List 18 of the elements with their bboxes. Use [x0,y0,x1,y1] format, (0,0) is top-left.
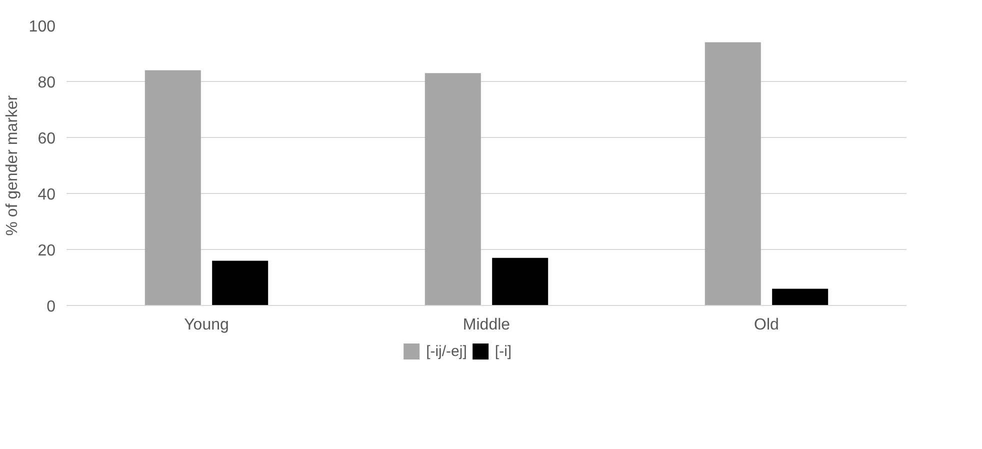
y-axis-title: % of gender marker [4,94,21,236]
y-tick-label: 60 [38,130,56,148]
y-tick-label: 80 [38,74,56,92]
y-tick-label: 0 [46,298,56,316]
legend-label: [-ij/-ej] [426,342,467,360]
bar [144,70,201,306]
bar [212,260,268,306]
x-tick-label: Young [184,316,229,334]
bar [424,73,481,306]
bar [492,258,548,306]
legend-label: [-i] [494,342,513,360]
y-tick-label: 20 [38,242,56,260]
x-tick-label: Middle [462,316,510,334]
y-tick-label: 100 [28,18,56,36]
y-tick-label: 40 [38,186,56,204]
x-tick-label: Old [754,316,779,334]
bar [772,288,828,306]
bar [704,42,761,306]
